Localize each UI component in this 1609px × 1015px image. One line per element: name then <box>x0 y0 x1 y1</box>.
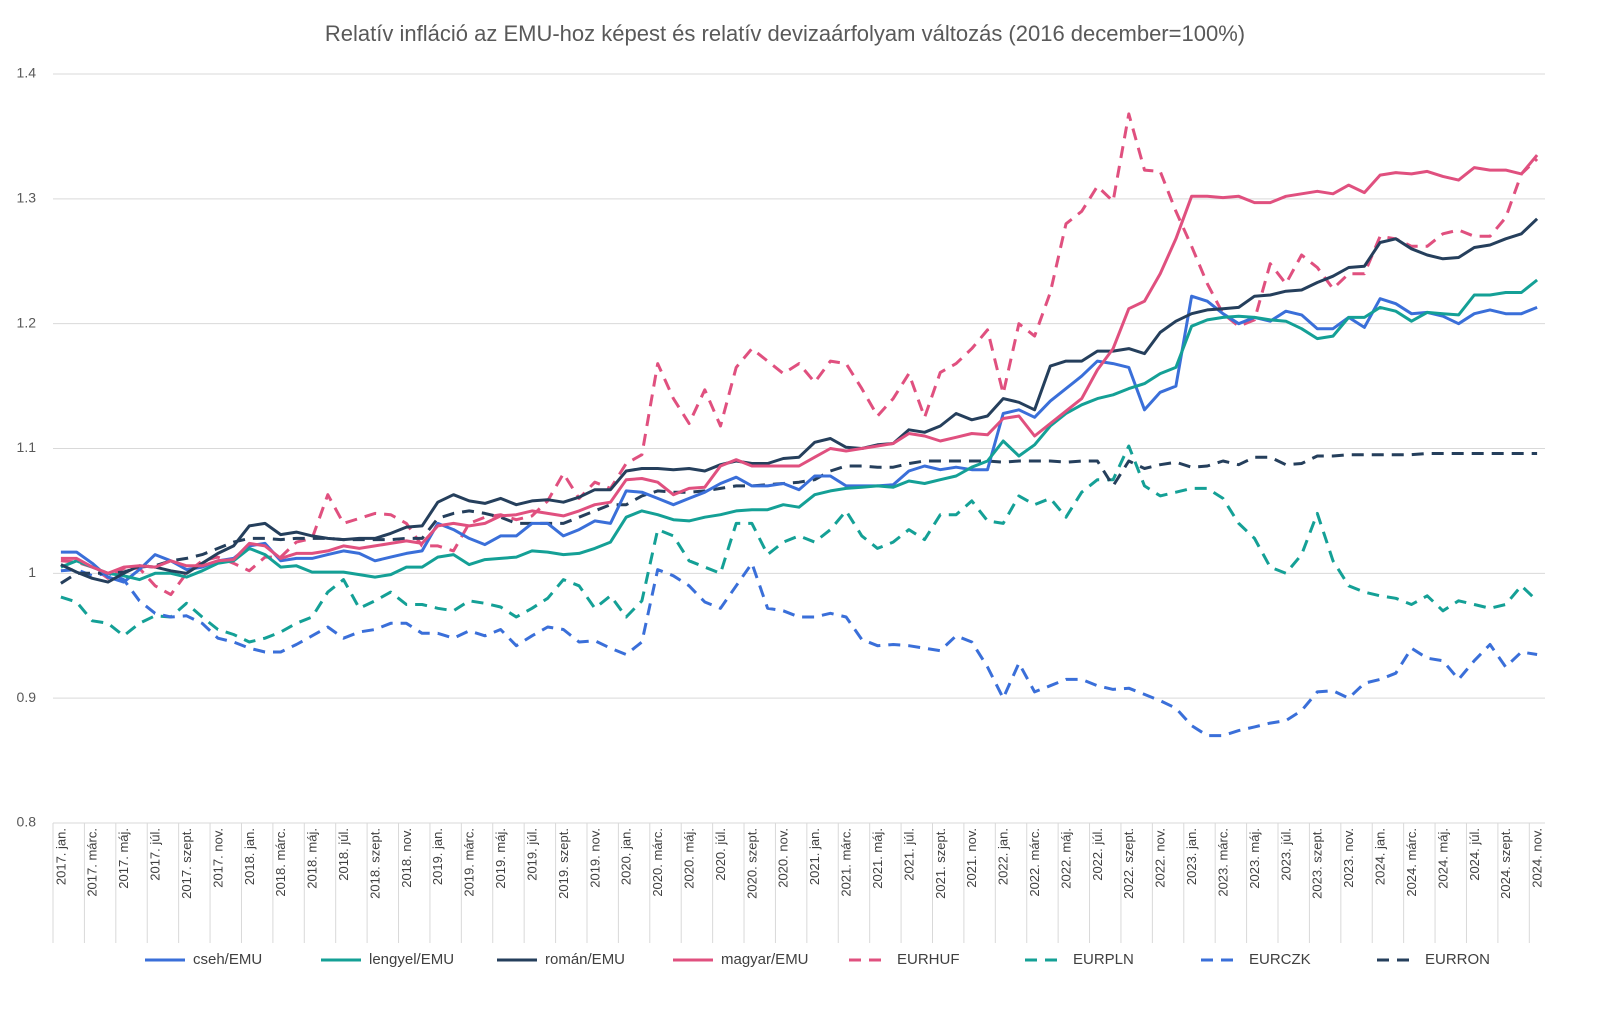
x-tick-label: 2020. máj. <box>682 828 697 889</box>
x-tick-label: 2024. máj. <box>1435 828 1450 889</box>
x-tick-label: 2020. jan. <box>619 828 634 885</box>
x-tick-label: 2021. szept. <box>933 828 948 899</box>
y-tick-label: 1.3 <box>17 190 37 206</box>
x-tick-label: 2023. nov. <box>1341 828 1356 888</box>
x-tick-label: 2022. márc. <box>1027 828 1042 897</box>
x-tick-label: 2020. júl. <box>713 828 728 881</box>
x-tick-label: 2021. máj. <box>870 828 885 889</box>
x-tick-label: 2019. nov. <box>587 828 602 888</box>
x-tick-label: 2019. márc. <box>462 828 477 897</box>
series-line <box>60 112 1539 597</box>
x-tick-label: 2021. nov. <box>964 828 979 888</box>
x-tick-label: 2019. szept. <box>556 828 571 899</box>
x-tick-label: 2020. nov. <box>776 828 791 888</box>
legend-label: EURCZK <box>1249 951 1311 968</box>
x-tick-label: 2023. márc. <box>1215 828 1230 897</box>
x-tick-label: 2023. jan. <box>1184 828 1199 885</box>
y-tick-label: 1 <box>28 564 36 580</box>
x-tick-label: 2023. szept. <box>1310 828 1325 899</box>
y-tick-label: 1.4 <box>17 65 37 81</box>
legend-label: EURHUF <box>897 951 960 968</box>
x-tick-label: 2019. máj. <box>493 828 508 889</box>
chart-title: Relatív infláció az EMU-hoz képest és re… <box>325 21 1245 46</box>
x-tick-label: 2021. márc. <box>839 828 854 897</box>
x-tick-label: 2017. júl. <box>148 828 163 881</box>
series-line <box>60 217 1539 584</box>
series-line <box>60 278 1539 582</box>
x-tick-label: 2024. nov. <box>1530 828 1545 888</box>
series-line <box>60 452 1538 585</box>
x-tick-label: 2017. nov. <box>210 828 225 888</box>
series-line <box>60 294 1538 584</box>
x-tick-label: 2024. jan. <box>1373 828 1388 885</box>
x-tick-label: 2023. júl. <box>1278 828 1293 881</box>
x-tick-label: 2022. máj. <box>1058 828 1073 889</box>
x-tick-label: 2021. júl. <box>901 828 916 881</box>
x-tick-label: 2021. jan. <box>807 828 822 885</box>
series-line <box>60 154 1539 575</box>
y-tick-label: 1.1 <box>17 439 37 455</box>
x-tick-label: 2019. jan. <box>430 828 445 885</box>
x-tick-label: 2024. szept. <box>1498 828 1513 899</box>
x-tick-label: 2022. júl. <box>1090 828 1105 881</box>
x-tick-label: 2017. jan. <box>53 828 68 885</box>
x-tick-label: 2020. márc. <box>650 828 665 897</box>
x-tick-label: 2018. jan. <box>242 828 257 885</box>
x-tick-label: 2017. máj. <box>116 828 131 889</box>
x-tick-label: 2018. nov. <box>399 828 414 888</box>
x-tick-label: 2018. júl. <box>336 828 351 881</box>
legend-label: EURRON <box>1425 951 1490 968</box>
series-line <box>60 561 1538 738</box>
legend-label: román/EMU <box>545 951 625 968</box>
legend-label: lengyel/EMU <box>369 951 454 968</box>
x-tick-label: 2017. szept. <box>179 828 194 899</box>
x-tick-label: 2017. márc. <box>85 828 100 897</box>
x-tick-label: 2022. szept. <box>1121 828 1136 899</box>
x-tick-label: 2022. jan. <box>996 828 1011 885</box>
legend-label: magyar/EMU <box>721 951 809 968</box>
x-tick-label: 2024. márc. <box>1404 828 1419 897</box>
y-tick-label: 1.2 <box>17 314 37 330</box>
x-tick-label: 2019. júl. <box>524 828 539 881</box>
x-tick-label: 2024. júl. <box>1467 828 1482 881</box>
x-tick-label: 2020. szept. <box>744 828 759 899</box>
x-tick-label: 2018. máj. <box>305 828 320 889</box>
x-tick-label: 2023. máj. <box>1247 828 1262 889</box>
x-tick-label: 2018. márc. <box>273 828 288 897</box>
series-line <box>60 444 1539 644</box>
y-tick-label: 0.8 <box>17 814 37 830</box>
legend-label: cseh/EMU <box>193 951 262 968</box>
legend-label: EURPLN <box>1073 951 1134 968</box>
y-tick-label: 0.9 <box>17 689 37 705</box>
x-tick-label: 2022. nov. <box>1153 828 1168 888</box>
x-tick-label: 2018. szept. <box>367 828 382 899</box>
